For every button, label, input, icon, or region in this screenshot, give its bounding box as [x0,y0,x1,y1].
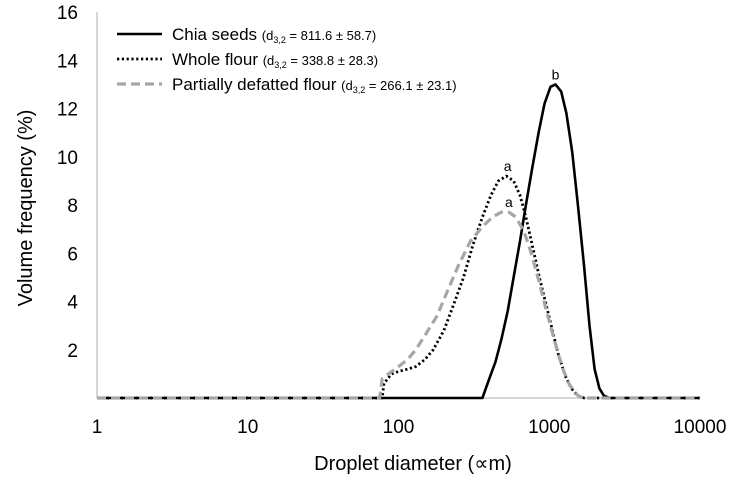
y-tick-label: 10 [57,148,78,169]
y-tick-label: 14 [57,51,79,72]
legend-entry-2: Partially defatted flour (d3,2 = 266.1 ±… [172,75,457,95]
y-tick-label: 12 [57,100,78,121]
annotations: b a a [504,66,560,210]
legend-entry-0: Chia seeds (d3,2 = 811.6 ± 58.7) [172,25,376,45]
x-tick-label: 1000 [528,417,570,438]
x-tick-label: 1 [92,417,103,438]
significance-label: b [552,66,560,82]
legend: Chia seeds (d3,2 = 811.6 ± 58.7) Whole fl… [117,25,457,95]
x-tick-label: 10000 [674,417,727,438]
y-tick-label: 8 [67,196,78,217]
significance-label: a [505,194,513,210]
y-tick-label: 2 [67,341,78,362]
series-line-0 [97,83,700,400]
y-tick-label: 16 [57,3,78,24]
series-lines [97,83,700,400]
y-axis-label: Volume frequency (%) [15,110,37,307]
x-tick-label: 100 [383,417,415,438]
legend-entry-1: Whole flour (d3,2 = 338.8 ± 28.3) [172,50,378,70]
significance-label: a [504,158,512,174]
series-line-2 [97,210,700,400]
x-axis-label: Droplet diameter (∝m) [314,453,512,475]
y-tick-labels: 2 4 6 8 10 12 14 16 [57,3,79,362]
y-tick-label: 6 [67,244,78,265]
x-tick-labels: 1 10 100 1000 10000 [92,417,727,438]
x-tick-label: 10 [237,417,258,438]
axes [96,12,700,399]
y-tick-label: 4 [67,293,78,314]
